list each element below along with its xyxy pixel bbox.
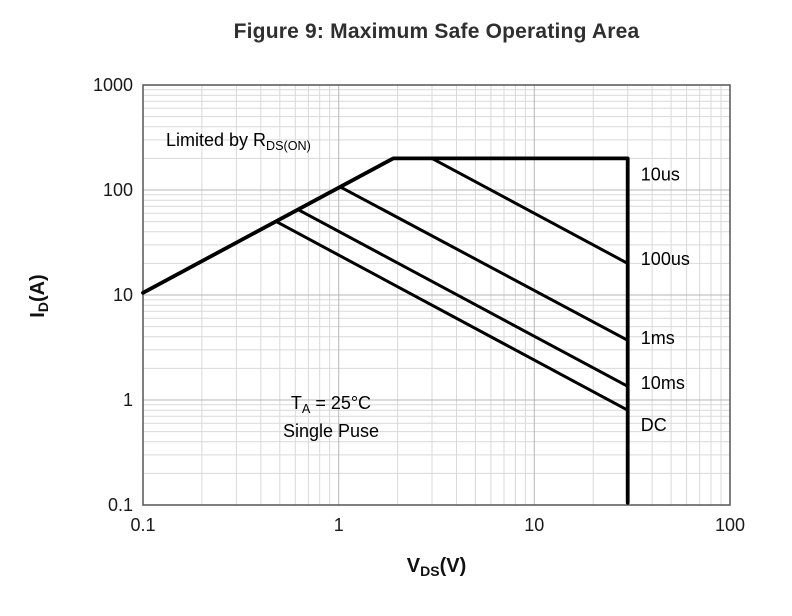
x-axis-label-subscript: DS (420, 563, 440, 580)
y-axis-label: ID(A) (27, 86, 57, 506)
x-tick-label-0.1: 0.1 (130, 515, 155, 535)
x-tick-label-100: 100 (715, 515, 745, 535)
x-axis-label-unit: (V) (439, 555, 467, 577)
y-axis-label-main: I (27, 312, 49, 318)
curve-label-DC: DC (641, 415, 667, 435)
curve-100us (430, 156, 630, 265)
y-axis-label-subscript: D (35, 302, 52, 313)
annotation-rdson-subscript: DS(ON) (266, 138, 311, 153)
x-tick-label-10: 10 (524, 515, 544, 535)
y-tick-label-1: 1 (123, 390, 133, 410)
y-tick-label-100: 100 (103, 180, 133, 200)
curve-label-100us: 100us (641, 249, 690, 269)
curve-label-1ms: 1ms (641, 328, 675, 348)
x-axis-label: VDS(V) (143, 555, 730, 580)
annotation-test-conditions: TA = 25°C Single Puse (248, 390, 414, 446)
y-tick-label-10: 10 (113, 285, 133, 305)
curve-1ms (338, 185, 630, 342)
annotation-temp-subscript: A (301, 401, 311, 416)
annotation-pulse-mode: Single Puse (282, 420, 380, 441)
annotation-rdson-limit: Limited by RDS(ON) (166, 130, 311, 153)
curve-10us (141, 156, 630, 505)
curve-10ms (296, 208, 630, 388)
annotation-rdson-text: Limited by R (166, 130, 267, 150)
y-axis-label-unit: (A) (27, 274, 49, 303)
annotation-temp-value: = 25°C (310, 393, 372, 413)
annotation-temperature: TA = 25°C (248, 390, 414, 418)
x-tick-label-1: 1 (334, 515, 344, 535)
plot-border (142, 84, 731, 506)
curve-label-10us: 10us (641, 165, 680, 185)
y-tick-label-1000: 1000 (93, 75, 133, 95)
chart-title: Figure 9: Maximum Safe Operating Area (233, 20, 640, 43)
x-axis-label-main: V (406, 555, 421, 577)
curve-label-10ms: 10ms (641, 373, 685, 393)
curve-DC (274, 220, 630, 412)
annotation-temp-symbol: T (290, 393, 302, 413)
y-tick-label-0.1: 0.1 (108, 495, 133, 515)
